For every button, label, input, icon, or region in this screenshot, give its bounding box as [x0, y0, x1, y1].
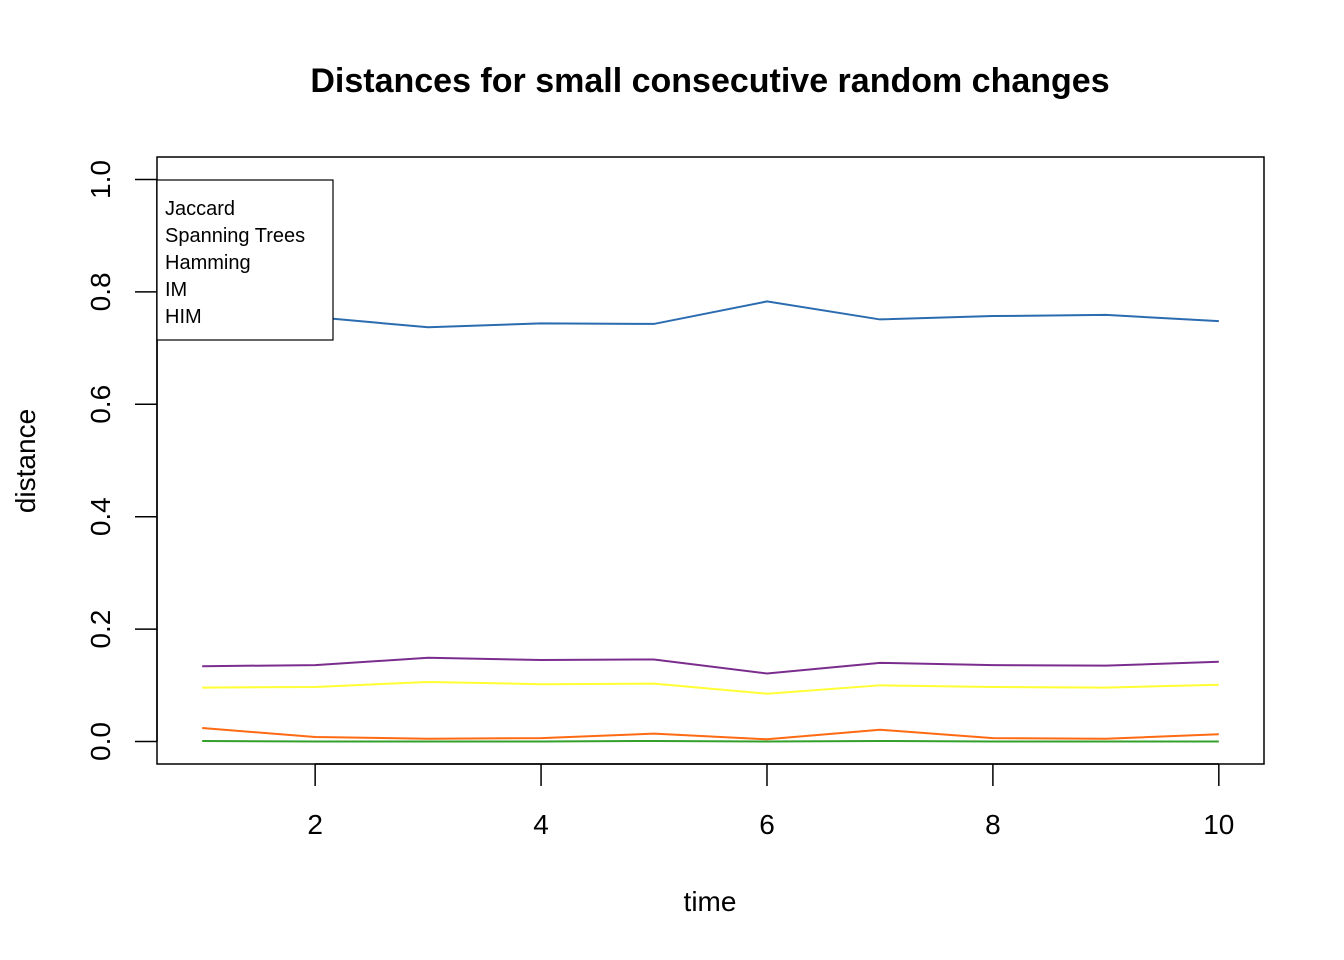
- y-tick-label: 0.2: [85, 610, 116, 649]
- x-axis: 2 4 6 8 10: [307, 763, 1234, 840]
- y-tick-label: 1.0: [85, 160, 116, 199]
- y-tick-label: 0.4: [85, 497, 116, 536]
- legend-entry-jaccard: Jaccard: [165, 198, 235, 220]
- x-tick-label: 8: [985, 809, 1001, 840]
- chart-title: Distances for small consecutive random c…: [310, 62, 1109, 100]
- legend: Jaccard Spanning Trees Hamming IM HIM: [156, 179, 334, 341]
- y-axis: 0.0 0.2 0.4 0.6 0.8 1.0: [85, 160, 158, 761]
- x-tick-label: 2: [307, 809, 323, 840]
- x-tick-label: 4: [533, 809, 549, 840]
- series-line-4: [202, 727, 1219, 741]
- x-axis-label: time: [684, 886, 737, 917]
- plot-area: [202, 300, 1219, 743]
- x-tick-label: 10: [1203, 809, 1234, 840]
- legend-entry-him: HIM: [165, 306, 202, 328]
- series-line-2: [202, 656, 1219, 675]
- x-tick-label: 6: [759, 809, 775, 840]
- y-tick-label: 0.6: [85, 385, 116, 424]
- legend-entry-hamming: Hamming: [165, 252, 251, 274]
- series-line-5: [202, 739, 1219, 743]
- y-axis-label: distance: [10, 409, 41, 513]
- y-tick-label: 0.8: [85, 272, 116, 311]
- legend-entry-spanning-trees: Spanning Trees: [165, 225, 305, 247]
- series-line-3: [202, 680, 1219, 695]
- legend-entry-im: IM: [165, 279, 187, 301]
- series-line-1: [202, 300, 1219, 329]
- y-tick-label: 0.0: [85, 722, 116, 761]
- legend-box: [156, 179, 334, 341]
